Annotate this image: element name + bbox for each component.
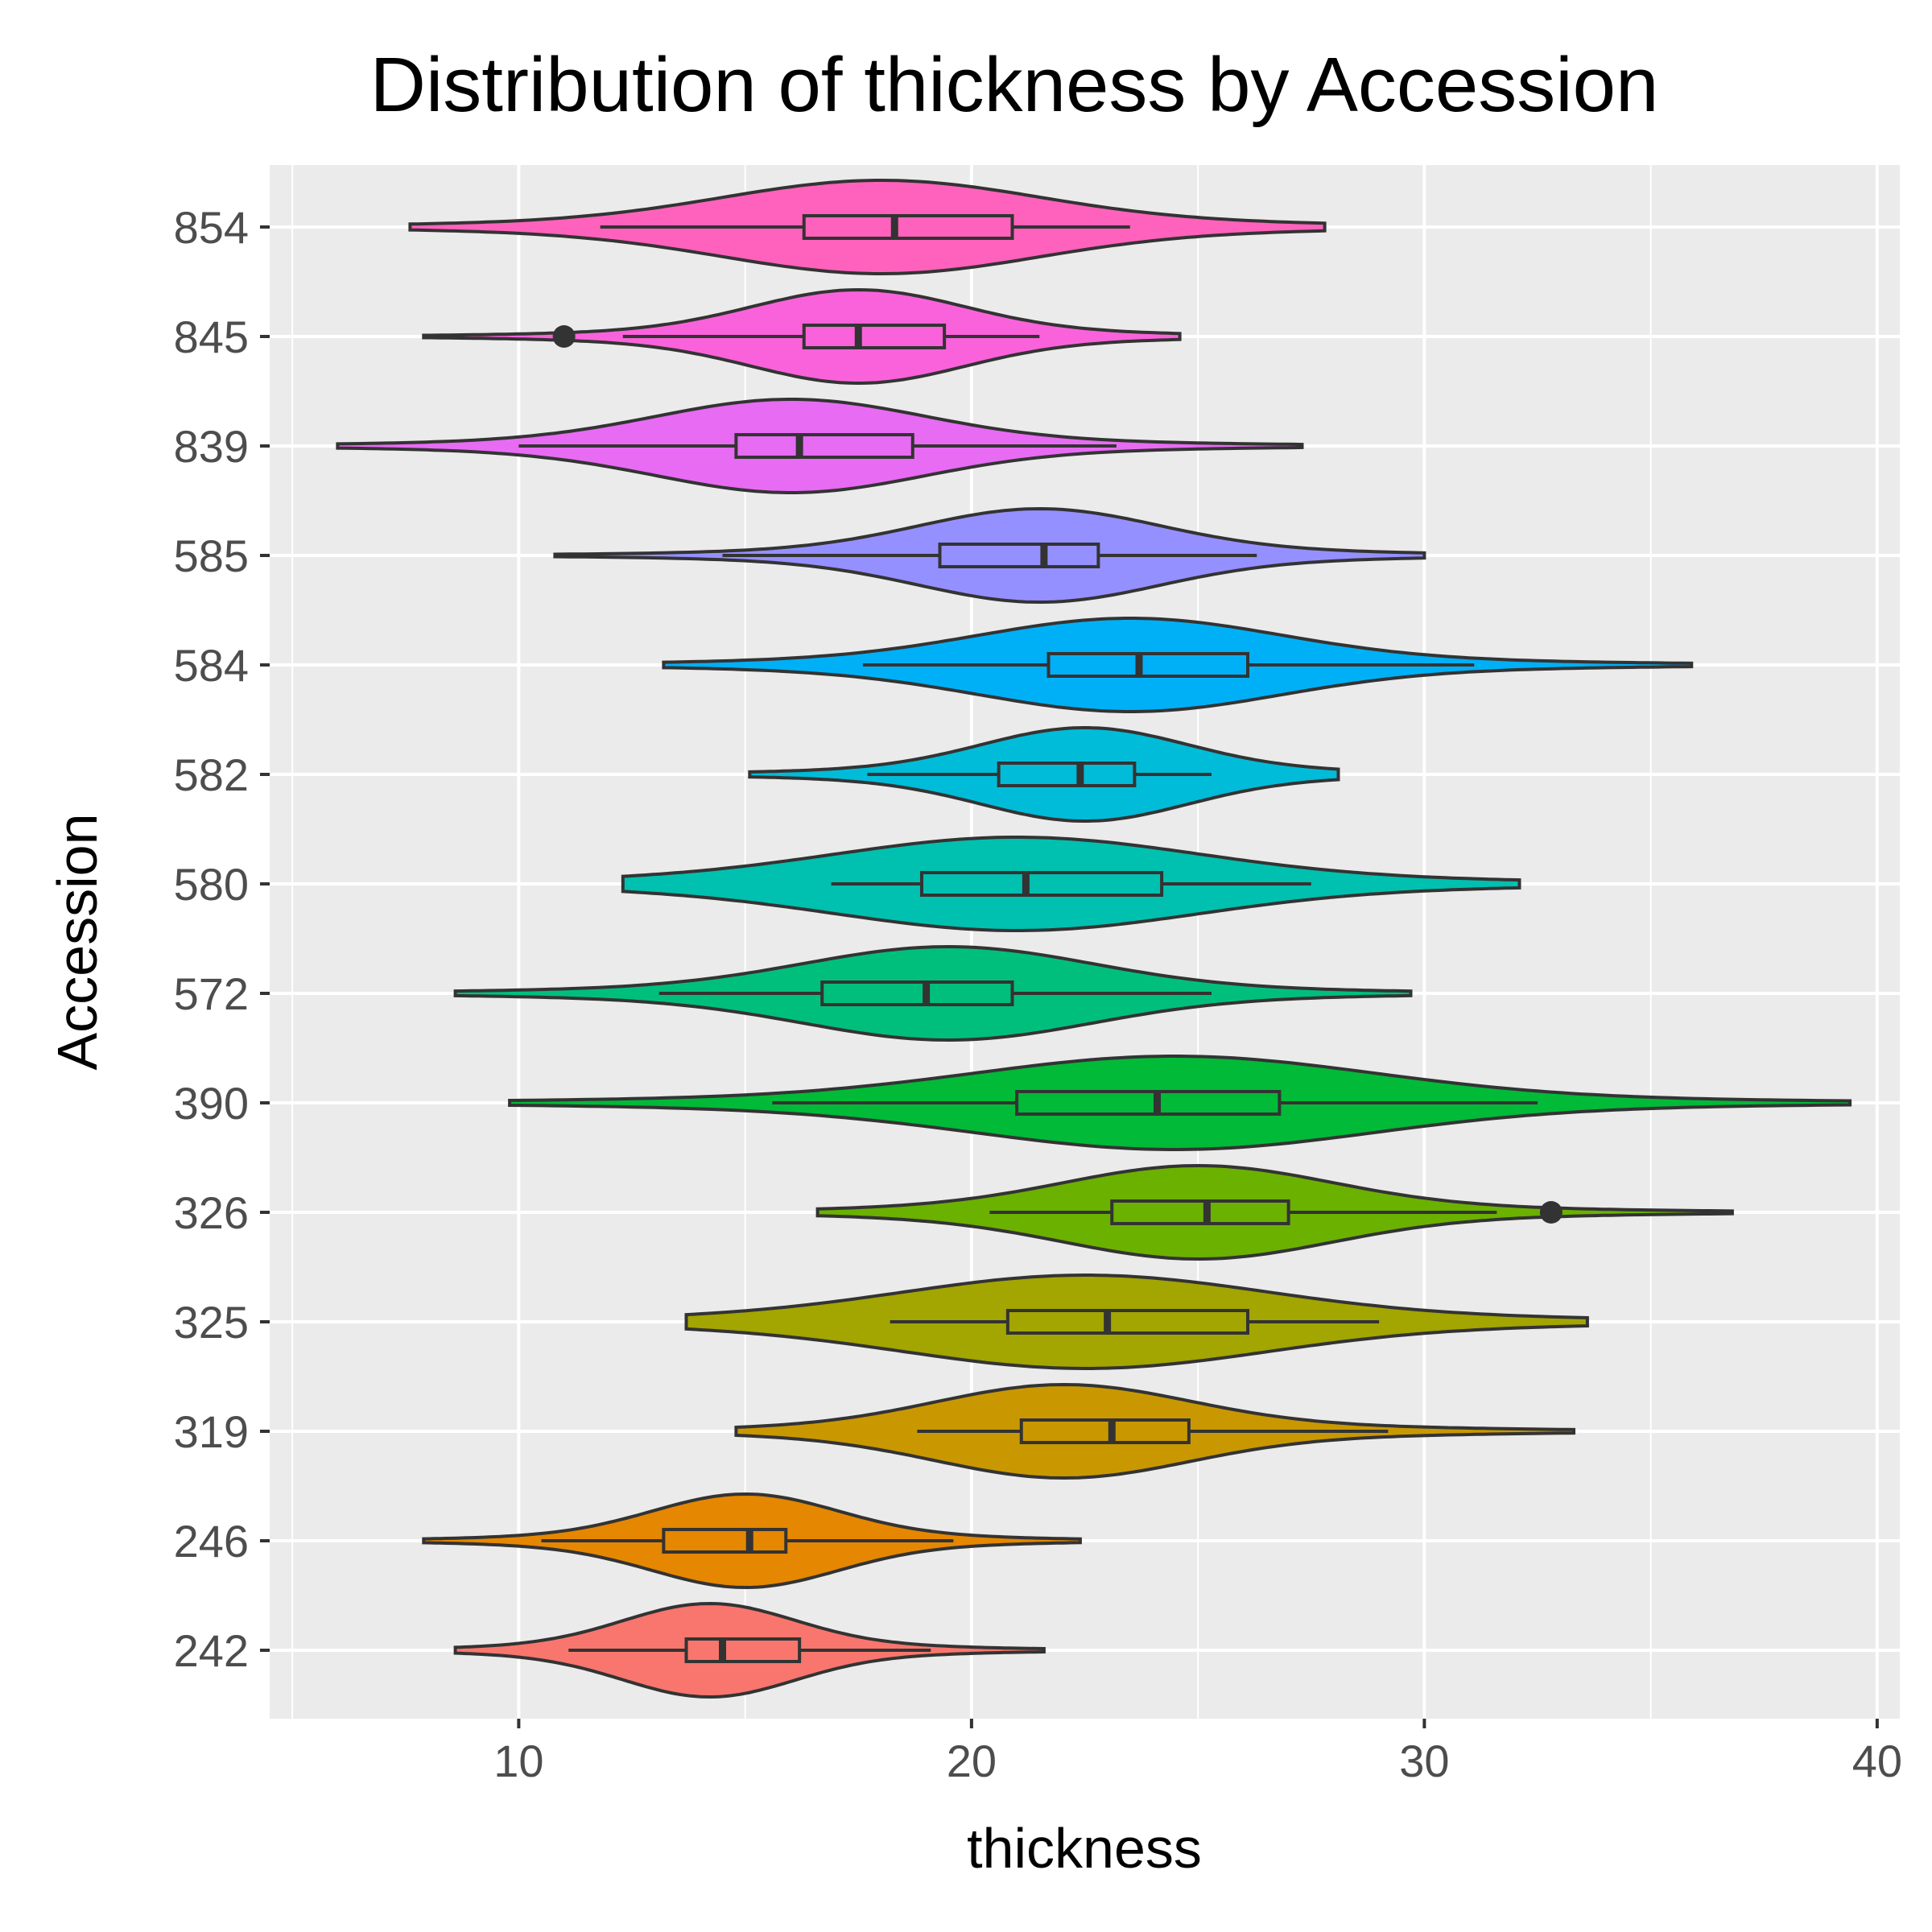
y-tick-label: 326 xyxy=(174,1187,249,1238)
y-tick-label: 246 xyxy=(174,1516,249,1567)
y-tick-label: 390 xyxy=(174,1078,249,1129)
violin-group-246 xyxy=(422,1492,1082,1590)
box-319 xyxy=(1019,1418,1191,1444)
violin-group-839 xyxy=(336,398,1304,494)
y-tick-label: 845 xyxy=(174,312,249,362)
box-580 xyxy=(920,871,1164,897)
box-326 xyxy=(1110,1199,1290,1225)
y-tick-label: 572 xyxy=(174,968,249,1019)
violin-group-326 xyxy=(815,1163,1734,1261)
y-tick-label: 325 xyxy=(174,1297,249,1348)
violin-group-325 xyxy=(684,1274,1589,1370)
box-325 xyxy=(1005,1309,1249,1335)
violin-group-580 xyxy=(621,836,1521,932)
box-390 xyxy=(1015,1090,1282,1116)
violin-group-319 xyxy=(734,1382,1575,1480)
x-tick-label: 10 xyxy=(493,1736,543,1786)
box-585 xyxy=(938,543,1100,568)
violins xyxy=(336,179,1852,1699)
violin-group-845 xyxy=(422,287,1182,386)
x-tick-label: 30 xyxy=(1399,1736,1449,1786)
y-tick-label: 319 xyxy=(174,1406,249,1457)
y-axis-ticks: 242 246 319 325 326 390 572 580 582 584 585 839 845 8… xyxy=(174,202,270,1676)
x-tick-label: 20 xyxy=(947,1736,997,1786)
x-axis-ticks: 10 20 30 40 xyxy=(493,1719,1902,1786)
y-tick-label: 584 xyxy=(174,640,249,691)
outlier-845 xyxy=(552,325,576,348)
y-tick-label: 242 xyxy=(174,1625,249,1676)
violin-group-585 xyxy=(553,506,1426,605)
violin-group-584 xyxy=(662,617,1694,713)
y-tick-label: 585 xyxy=(174,530,249,581)
violin-group-854 xyxy=(408,179,1327,275)
y-axis-title: Accession xyxy=(46,813,109,1070)
box-584 xyxy=(1046,652,1249,678)
box-242 xyxy=(684,1637,802,1663)
box-246 xyxy=(662,1528,788,1554)
violin-group-572 xyxy=(453,944,1413,1042)
y-tick-label: 582 xyxy=(174,749,249,800)
box-582 xyxy=(997,762,1137,787)
box-845 xyxy=(802,324,947,349)
plot-panel xyxy=(270,165,1900,1719)
x-tick-label: 40 xyxy=(1852,1736,1902,1786)
chart-title: Distribution of thickness by Accession xyxy=(370,42,1659,128)
box-839 xyxy=(734,433,914,459)
violin-group-582 xyxy=(748,726,1340,823)
outlier-326 xyxy=(1539,1201,1563,1224)
y-tick-label: 839 xyxy=(174,421,249,472)
x-axis-title: thickness xyxy=(967,1817,1202,1880)
box-572 xyxy=(820,980,1014,1006)
box-854 xyxy=(802,214,1014,240)
violin-group-390 xyxy=(508,1055,1852,1151)
y-tick-label: 580 xyxy=(174,859,249,910)
y-tick-label: 854 xyxy=(174,202,249,253)
violin-group-242 xyxy=(453,1601,1046,1699)
